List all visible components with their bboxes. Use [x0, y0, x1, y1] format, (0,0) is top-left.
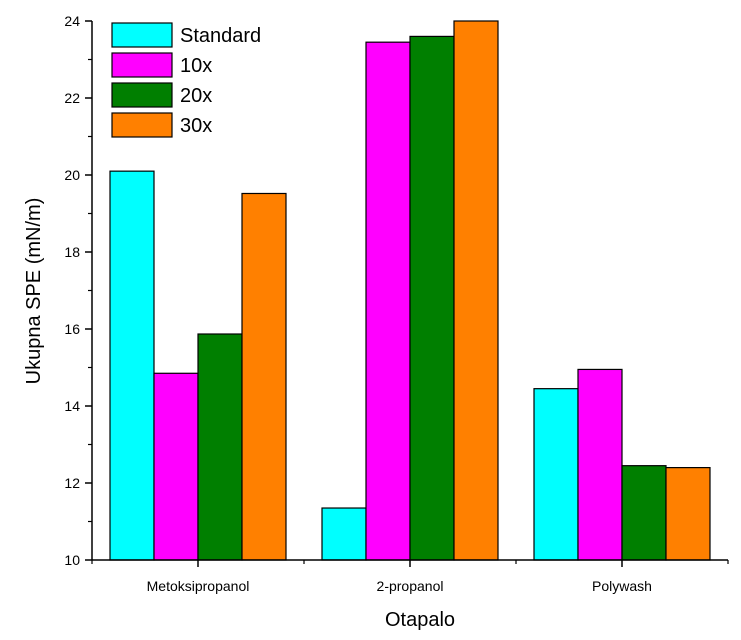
- bar-10x-2: [577, 368, 623, 561]
- y-tick-label: 16: [64, 321, 80, 337]
- bar-10x-1: [365, 41, 411, 561]
- y-tick-label: 20: [64, 167, 80, 183]
- x-tick-label: Metoksipropanol: [147, 578, 250, 594]
- legend-swatch-30x: [111, 112, 173, 138]
- bar-standard-2: [533, 388, 579, 561]
- y-tick-label: 18: [64, 244, 80, 260]
- bar-20x-0: [197, 333, 243, 561]
- x-axis-title: Otapalo: [385, 609, 455, 631]
- y-tick-label: 10: [64, 552, 80, 568]
- y-tick-label: 22: [64, 90, 80, 106]
- legend-label-30x: 30x: [180, 115, 212, 137]
- y-tick-label: 14: [64, 398, 80, 414]
- legend-label-10x: 10x: [180, 55, 212, 77]
- y-axis-title: Ukupna SPE (mN/m): [23, 198, 45, 385]
- bar-10x-0: [153, 372, 199, 561]
- axes-layer: 10 12 14 16 18 20 22 24 Metoksipropanol 2-propano…: [64, 13, 729, 594]
- bars-layer: [109, 20, 711, 561]
- x-tick-label: 2-propanol: [377, 578, 444, 594]
- legend-label-20x: 20x: [180, 85, 212, 107]
- bar-20x-1: [409, 35, 455, 561]
- legend: Standard 10x 20x 30x: [111, 22, 261, 138]
- y-tick-label: 12: [64, 475, 80, 491]
- bar-standard-0: [109, 170, 155, 561]
- legend-swatch-10x: [111, 52, 173, 78]
- legend-swatch-20x: [111, 82, 173, 108]
- x-tick-label: Polywash: [592, 578, 652, 594]
- bar-30x-1: [453, 20, 499, 561]
- bar-20x-2: [621, 465, 667, 561]
- legend-label-standard: Standard: [180, 25, 261, 47]
- bar-30x-0: [241, 192, 287, 561]
- y-tick-label: 24: [64, 13, 80, 29]
- bar-standard-1: [321, 507, 367, 561]
- bar-30x-2: [665, 467, 711, 561]
- legend-swatch-standard: [111, 22, 173, 48]
